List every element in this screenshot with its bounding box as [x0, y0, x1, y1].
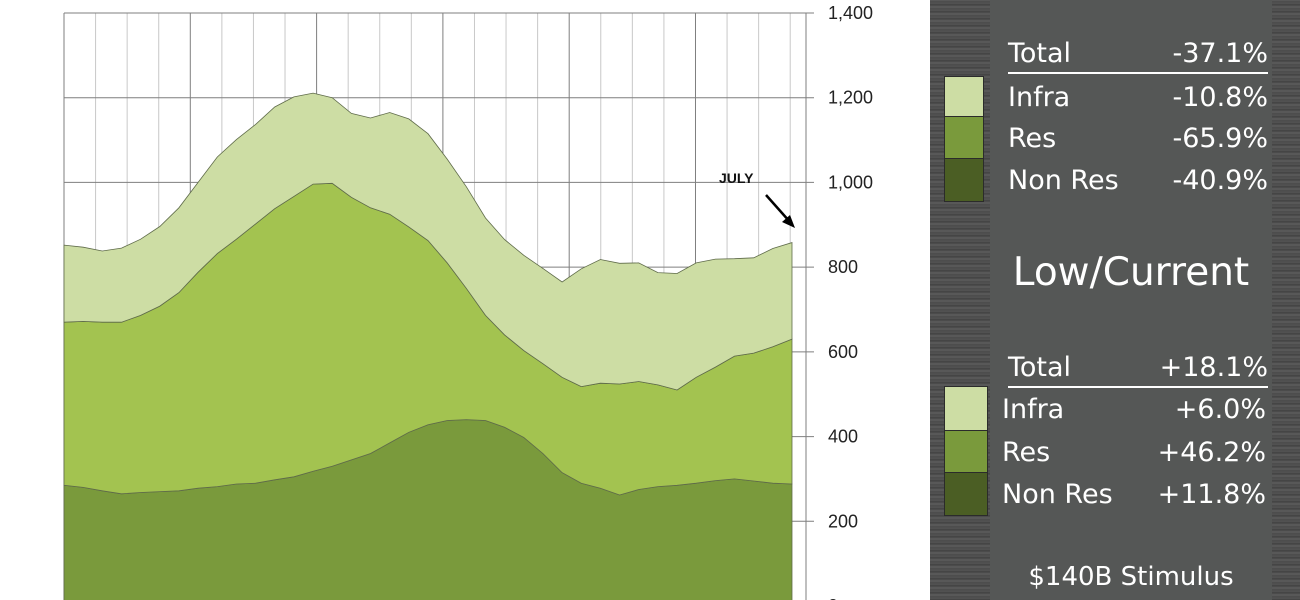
peak-infra-row: Infra -10.8% — [1008, 80, 1268, 116]
low-nonres-swatch — [944, 472, 988, 516]
low-nonres-label: Non Res — [1002, 479, 1113, 510]
peak-infra-swatch — [944, 76, 984, 118]
low-infra-swatch — [944, 386, 988, 432]
peak-total-value: -37.1% — [1172, 38, 1268, 69]
y-tick-label: 1,400 — [828, 3, 873, 23]
low-res-row: Res +46.2% — [1002, 435, 1266, 471]
peak-total-label: Total — [1008, 38, 1072, 69]
peak-nonres-swatch — [944, 158, 984, 202]
area-infra — [63, 92, 793, 391]
july-annotation: JULY — [719, 170, 795, 228]
peak-res-label: Res — [1008, 123, 1057, 154]
low-infra-row: Infra +6.0% — [1002, 392, 1266, 428]
y-tick-label: 800 — [828, 257, 858, 277]
chart-areas — [63, 92, 793, 600]
low-infra-label: Infra — [1002, 394, 1065, 425]
low-res-value: +46.2% — [1157, 437, 1266, 468]
legend-panel: Total -37.1% Infra -10.8% Res -65.9% Non… — [944, 0, 1272, 600]
july-arrow — [765, 194, 791, 223]
peak-nonres-value: -40.9% — [1172, 165, 1268, 196]
peak-res-row: Res -65.9% — [1008, 121, 1268, 157]
low-current-heading: Low/Current — [1012, 250, 1250, 295]
peak-nonres-label: Non Res — [1008, 165, 1119, 196]
peak-infra-value: -10.8% — [1172, 82, 1268, 113]
low-res-swatch — [944, 430, 988, 474]
july-annotation-label: JULY — [719, 170, 754, 186]
low-infra-value: +6.0% — [1174, 394, 1266, 425]
peak-res-swatch — [944, 116, 984, 160]
july-arrow-head — [782, 215, 795, 228]
peak-res-value: -65.9% — [1172, 123, 1268, 154]
y-axis-ticks: 1,400 1,200 1,000 800 600 400 200 0 — [828, 3, 873, 600]
low-nonres-row: Non Res +11.8% — [1002, 477, 1266, 513]
peak-total-row: Total -37.1% — [1008, 36, 1268, 74]
y-tick-label: 1,000 — [828, 172, 873, 192]
peak-infra-label: Infra — [1008, 82, 1071, 113]
y-tick-label: 200 — [828, 511, 858, 531]
construction-spending-chart: 1,400 1,200 1,000 800 600 400 200 0 JULY — [63, 3, 873, 600]
y-tick-label: 0 — [828, 596, 838, 600]
low-nonres-value: +11.8% — [1157, 479, 1266, 510]
stimulus-footer: $140B Stimulus — [1028, 562, 1234, 592]
y-tick-label: 1,200 — [828, 88, 873, 108]
low-total-label: Total — [1008, 352, 1072, 383]
peak-nonres-row: Non Res -40.9% — [1008, 163, 1268, 199]
y-tick-label: 600 — [828, 342, 858, 362]
low-res-label: Res — [1002, 437, 1051, 468]
low-total-row: Total +18.1% — [1008, 350, 1268, 388]
low-total-value: +18.1% — [1159, 352, 1268, 383]
y-tick-label: 400 — [828, 427, 858, 447]
